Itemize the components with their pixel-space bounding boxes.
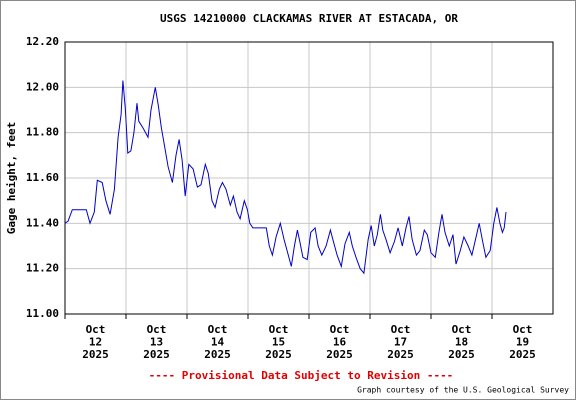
- x-tick-label: 15: [272, 336, 285, 349]
- x-tick-label: 17: [394, 336, 407, 349]
- x-tick-label: 12: [89, 336, 102, 349]
- x-tick-label: 2025: [387, 348, 414, 361]
- x-tick-label: Oct: [269, 323, 289, 336]
- x-tick-label: 18: [455, 336, 468, 349]
- x-tick-label: 2025: [265, 348, 292, 361]
- x-tick-label: Oct: [513, 323, 533, 336]
- x-tick-label: 13: [150, 336, 163, 349]
- y-tick-label: 12.00: [26, 80, 59, 93]
- x-tick-label: 2025: [448, 348, 475, 361]
- x-tick-label: 16: [333, 336, 347, 349]
- y-tick-label: 11.40: [26, 216, 59, 229]
- data-line: [64, 80, 507, 275]
- x-tick-label: 2025: [204, 348, 231, 361]
- chart-title: USGS 14210000 CLACKAMAS RIVER AT ESTACAD…: [160, 12, 458, 25]
- x-tick-label: 19: [516, 336, 529, 349]
- x-tick-label: 2025: [82, 348, 109, 361]
- plot-border: [64, 41, 554, 315]
- provisional-note: ---- Provisional Data Subject to Revisio…: [149, 369, 454, 382]
- x-tick-label: 2025: [509, 348, 536, 361]
- x-tick-label: 14: [211, 336, 225, 349]
- y-tick-label: 11.00: [26, 307, 59, 320]
- x-tick-label: Oct: [452, 323, 472, 336]
- x-tick-label: Oct: [391, 323, 411, 336]
- y-tick-label: 11.60: [26, 171, 59, 184]
- x-tick-label: Oct: [330, 323, 350, 336]
- y-tick-label: 12.20: [26, 35, 59, 48]
- y-tick-label: 11.80: [26, 126, 59, 139]
- y-axis-label: Gage height, feet: [5, 122, 18, 235]
- x-tick-label: Oct: [86, 323, 106, 336]
- x-tick-label: Oct: [147, 323, 167, 336]
- credit: Graph courtesy of the U.S. Geological Su…: [357, 386, 569, 395]
- x-tick-label: 2025: [143, 348, 170, 361]
- y-tick-label: 11.20: [26, 262, 59, 275]
- x-tick-label: 2025: [326, 348, 353, 361]
- x-tick-label: Oct: [208, 323, 228, 336]
